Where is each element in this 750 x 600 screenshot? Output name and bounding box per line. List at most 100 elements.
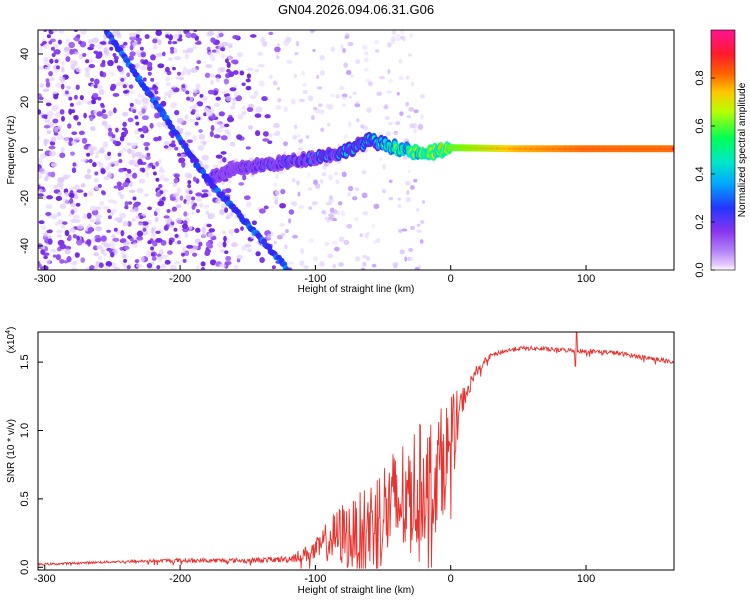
spectrogram-cell [379,157,383,161]
spectrogram-cell [305,135,310,139]
spectrogram-cell [139,215,144,220]
spectrogram-cell [354,217,359,221]
spectrogram-cell [113,266,121,270]
spectrogram-cell [303,265,309,269]
spectrogram-cell [126,265,131,270]
spectrogram-cell [219,122,227,129]
spectrogram-cell [50,46,55,51]
spectrogram-cell [388,179,393,184]
spectrogram-cell [132,109,137,114]
spectrogram-cell [85,59,90,64]
spectrogram-cell [294,124,298,130]
spectrogram-cell [230,59,238,64]
spectrogram-cell [346,223,353,229]
spectrogram-cell [413,128,418,134]
spectrogram-cell [398,58,403,64]
spectrogram-cell [224,58,229,63]
spectrogram-cell [297,133,301,138]
spectrogram-cell [288,209,295,215]
snr-y-tick-label: 0.0 [19,560,31,575]
spectrogram-cell [185,32,193,39]
spectrogram-cell [107,215,112,220]
spectrogram-cell [87,224,91,228]
spectrogram-cell [376,91,383,96]
spectrogram-cell [126,168,132,174]
spectrogram-cell [299,260,305,267]
spectrogram-cell [142,227,147,232]
spectrogram-cell [129,102,134,107]
colorbar-tick-label: 0.4 [694,166,706,181]
spectrogram-x-label: Height of straight line (km) [298,284,415,295]
spectrogram-cell [127,235,133,240]
spectrogram-cell [417,124,424,130]
spectrogram-cell [220,53,226,59]
spectrogram-cell [132,203,140,207]
spectrogram-cell [67,123,72,129]
spectrogram-cell [227,179,232,184]
spectrogram-cell [170,49,174,54]
spectrogram-cell [392,132,398,136]
spectrogram-cell [328,174,333,181]
spectrogram-cell [298,98,305,103]
spectrogram-cell [88,64,96,69]
spectrogram-cell [284,244,288,250]
spectrogram-cell [149,122,154,129]
spectrogram-cell [405,75,410,80]
spectrogram-cell [283,39,290,47]
spectrogram-cell [144,166,150,171]
spectrogram-cell [186,139,193,144]
spectrogram-cell [126,142,132,146]
spectrogram-cell [404,256,408,262]
spectrogram-cell [71,266,77,270]
snr-x-tick-label: -200 [169,573,191,585]
spectrogram-cell [75,84,80,90]
spectrogram-cell [132,172,138,179]
spectrogram-cell [228,71,235,78]
spectrogram-cell [39,168,46,175]
spectrogram-cell [42,88,50,92]
spectrogram-cell [311,201,318,206]
spectrogram-cell [285,59,292,64]
spectrogram-cell [141,53,146,57]
spectrogram-cell [388,121,393,126]
spectrogram-cell [334,246,340,252]
spectrogram-cell [185,195,192,201]
spectrogram-cell [128,32,136,38]
spectrogram-cell [80,30,87,35]
spectrogram-cell [130,142,136,149]
spectrogram-cell [89,217,95,223]
spectrogram-cell [195,227,201,233]
snr-x-axis: -300 -200 -100 0 100 [34,565,595,585]
spectrogram-cell [65,85,72,90]
spectrogram-cell [233,70,239,75]
spectrogram-cell [125,177,130,182]
spectrogram-cell [38,220,45,225]
spectrogram-cell [170,221,175,226]
spectrogram-cell [410,225,415,231]
spectrogram-cell [219,208,225,216]
spectrogram-cell [51,30,59,33]
spectrogram-cell [191,252,198,257]
colorbar-tick-label: 0.8 [694,70,706,85]
spectrogram-y-tick-label: 40 [19,48,31,60]
spectrogram-cell [175,217,182,225]
snr-scale-factor: (x104) [5,327,17,354]
spectrogram-cell [45,102,52,107]
spectrogram-cell [38,261,41,266]
spectrogram-cell [152,84,157,89]
spectrogram-cell [398,75,404,81]
spectrogram-cell [200,261,206,267]
spectrogram-cell [83,112,87,119]
spectrogram-cell [338,85,345,91]
spectrogram-cell [42,44,50,49]
spectrogram-cell [63,174,69,178]
spectrogram-cell [245,146,251,150]
spectrogram-cell [245,85,252,91]
spectrogram-cell [163,141,171,146]
spectrogram-cell [119,135,125,142]
spectrogram-cell [157,135,162,141]
spectrogram-cell [355,118,360,123]
spectrogram-cell [38,157,43,164]
spectrogram-cell [274,182,278,187]
snr-frame [37,331,675,571]
